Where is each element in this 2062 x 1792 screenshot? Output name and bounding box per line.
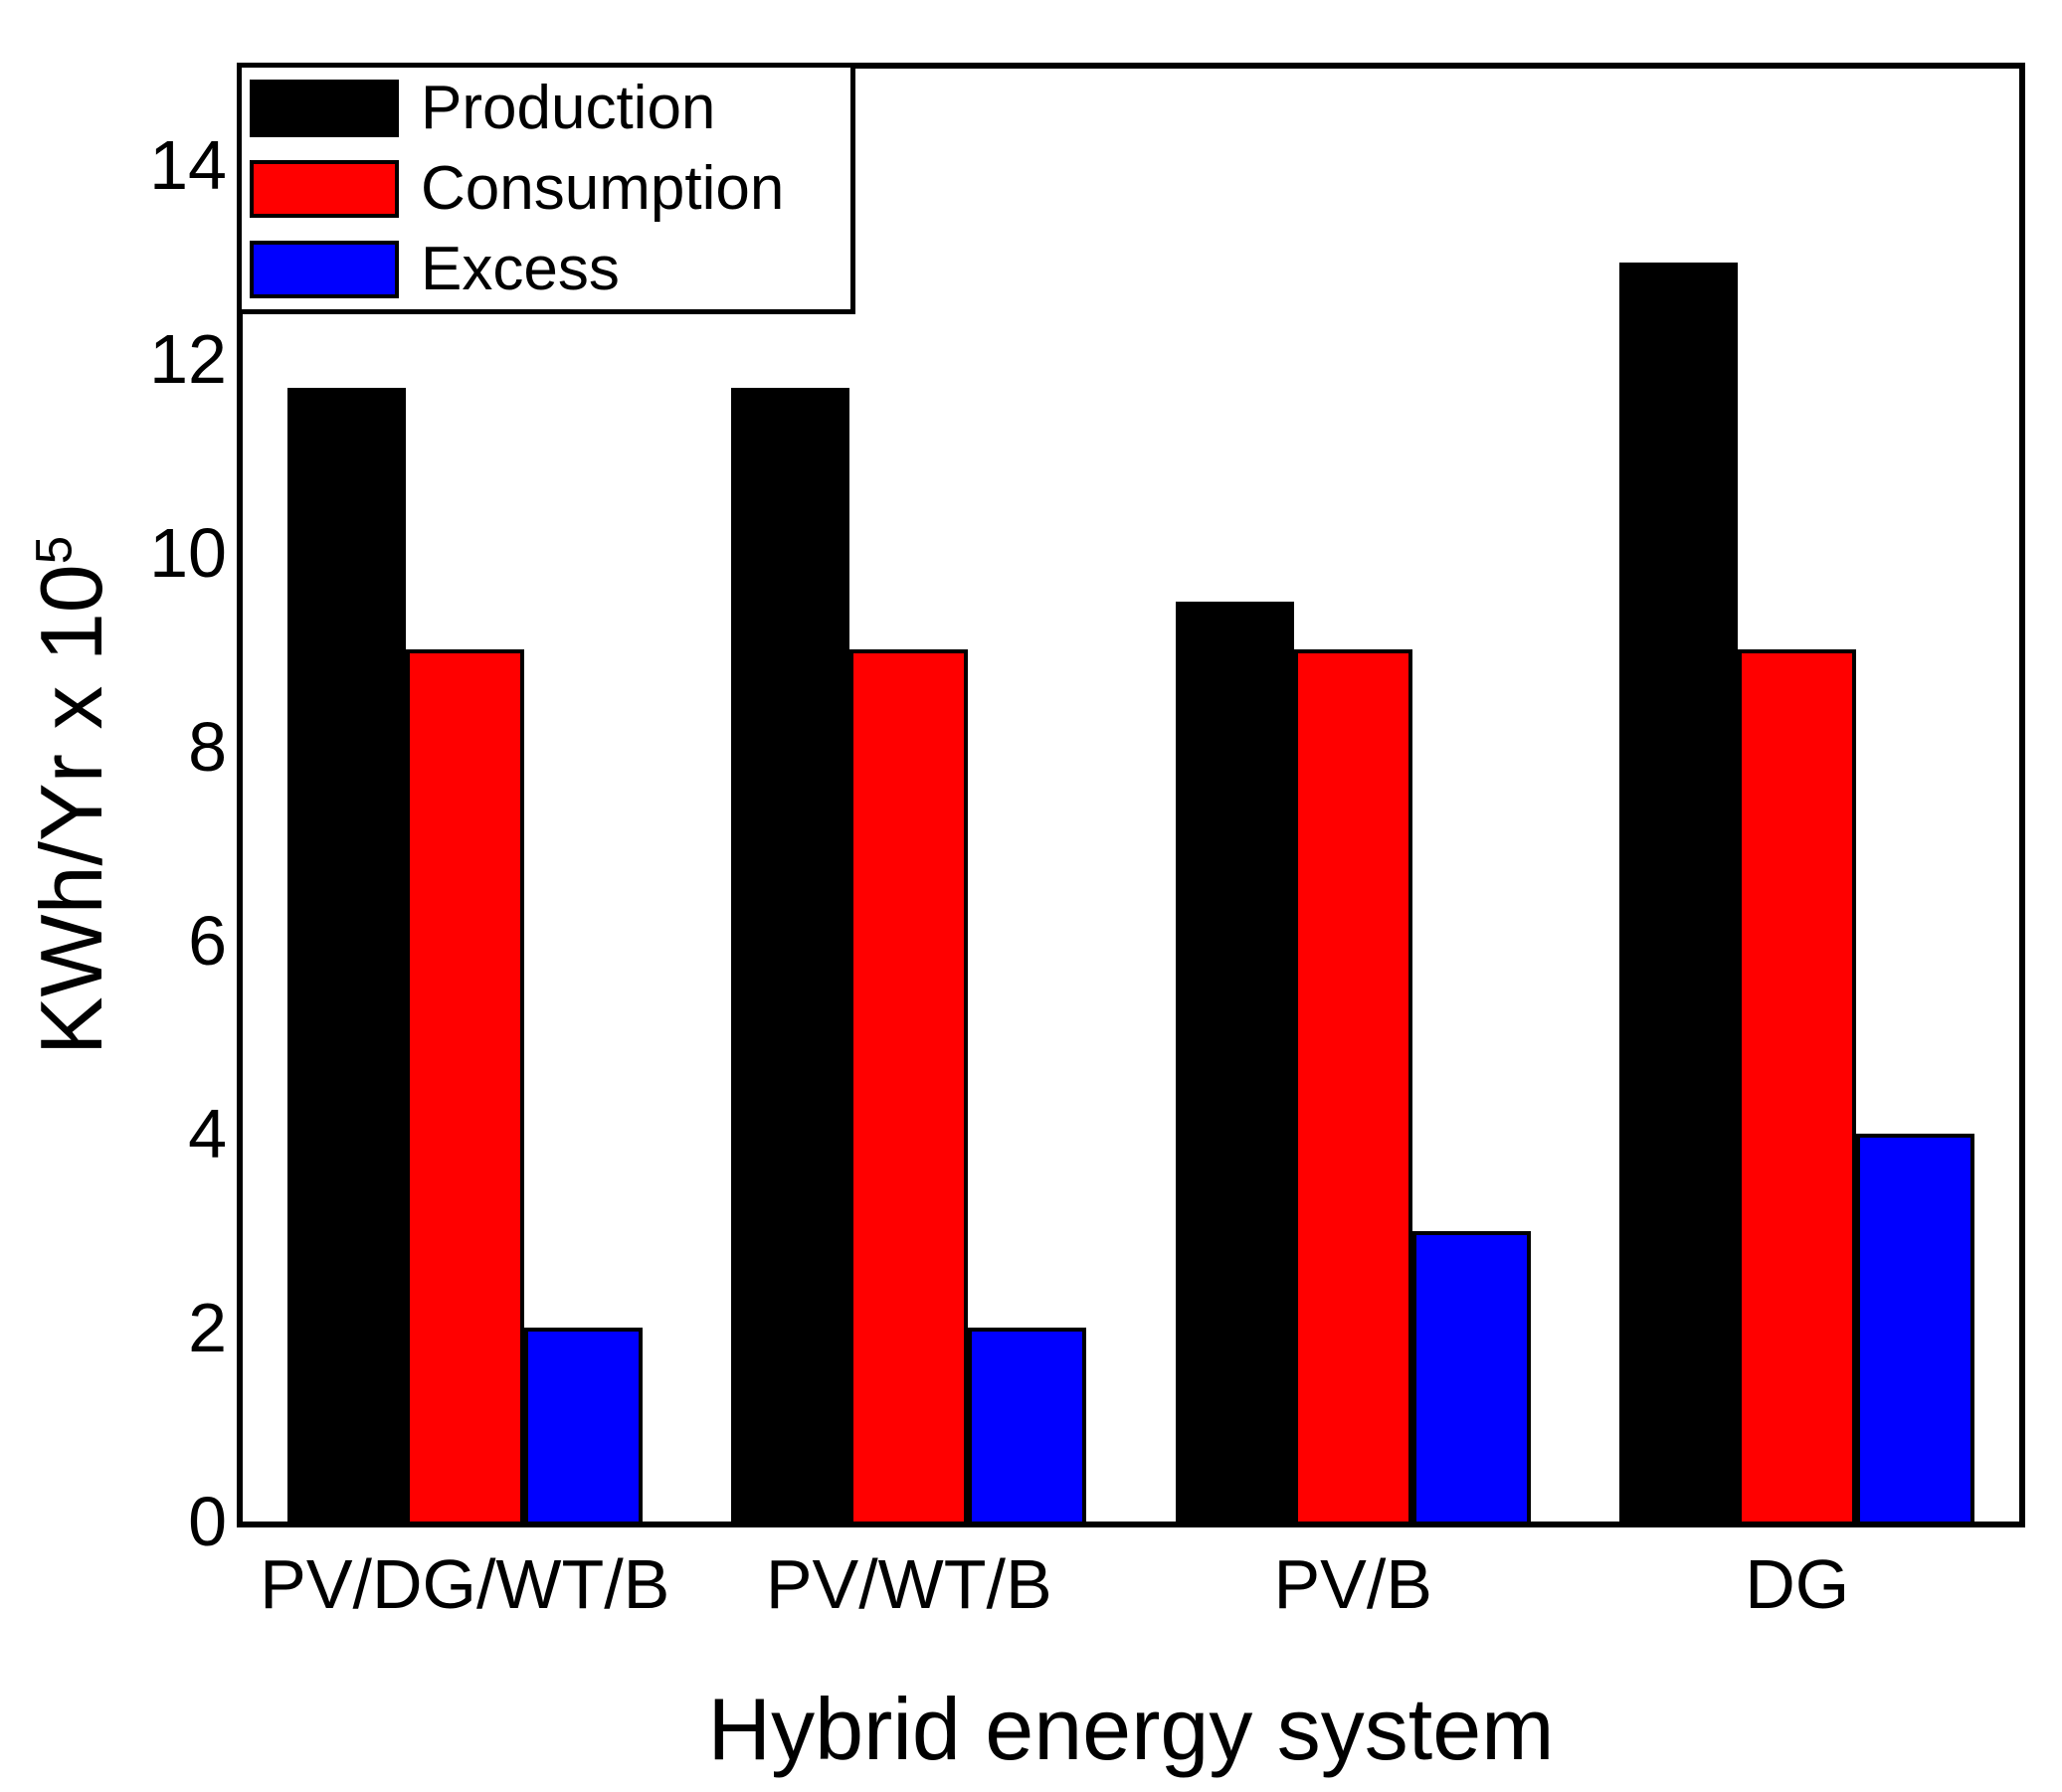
- bar-consumption-pv-b: [1293, 649, 1412, 1522]
- legend-label-consumption: Consumption: [421, 153, 785, 223]
- bar-groups: [243, 69, 2019, 1522]
- legend-item-production: Production: [250, 68, 850, 148]
- legend-swatch-production: [250, 79, 399, 137]
- x-tick-label-pv-dg-wt-b: PV/DG/WT/B: [260, 1545, 670, 1623]
- bar-production-pv-b: [1175, 601, 1294, 1522]
- legend-item-consumption: Consumption: [250, 148, 850, 229]
- y-tick-label-0: 0: [188, 1483, 227, 1560]
- bar-excess-pv-b: [1411, 1230, 1531, 1522]
- y-tick-label-12: 12: [149, 320, 227, 399]
- bar-excess-pv-dg-wt-b: [523, 1328, 643, 1522]
- x-tick-label-dg: DG: [1745, 1545, 1850, 1623]
- y-axis-label-text: KWh/Yr x 10: [22, 564, 120, 1056]
- legend-swatch-excess: [250, 240, 399, 298]
- y-tick-label-4: 4: [188, 1095, 227, 1173]
- bar-production-pv-wt-b: [731, 388, 850, 1522]
- legend-item-excess: Excess: [250, 229, 850, 309]
- legend-label-production: Production: [421, 73, 716, 142]
- y-axis-label: KWh/Yr x 105: [12, 199, 131, 1392]
- bar-consumption-dg: [1738, 649, 1857, 1522]
- x-tick-label-pv-wt-b: PV/WT/B: [765, 1545, 1052, 1623]
- y-tick-label-8: 8: [188, 707, 227, 786]
- bar-production-dg: [1619, 262, 1739, 1522]
- bar-group-pv-b: [1131, 69, 1576, 1522]
- legend-swatch-consumption: [250, 159, 399, 218]
- x-axis-label: Hybrid energy system: [707, 1680, 1555, 1778]
- y-tick-label-14: 14: [149, 126, 227, 205]
- bar-consumption-pv-dg-wt-b: [405, 649, 524, 1522]
- bar-group-dg: [1576, 69, 2020, 1522]
- bar-excess-pv-wt-b: [968, 1328, 1087, 1522]
- bar-excess-dg: [1856, 1134, 1975, 1522]
- legend: Production Consumption Excess: [237, 63, 855, 314]
- bar-consumption-pv-wt-b: [849, 649, 969, 1522]
- y-tick-label-6: 6: [188, 901, 227, 980]
- plot-area: [237, 63, 2025, 1527]
- y-tick-label-10: 10: [149, 514, 227, 592]
- x-tick-label-pv-b: PV/B: [1273, 1545, 1433, 1623]
- y-axis-label-exponent: 5: [25, 535, 83, 565]
- bar-group-pv-wt-b: [687, 69, 1132, 1522]
- bar-production-pv-dg-wt-b: [286, 388, 406, 1522]
- y-tick-label-2: 2: [188, 1289, 227, 1367]
- legend-label-excess: Excess: [421, 234, 620, 303]
- bar-group-pv-dg-wt-b: [243, 69, 687, 1522]
